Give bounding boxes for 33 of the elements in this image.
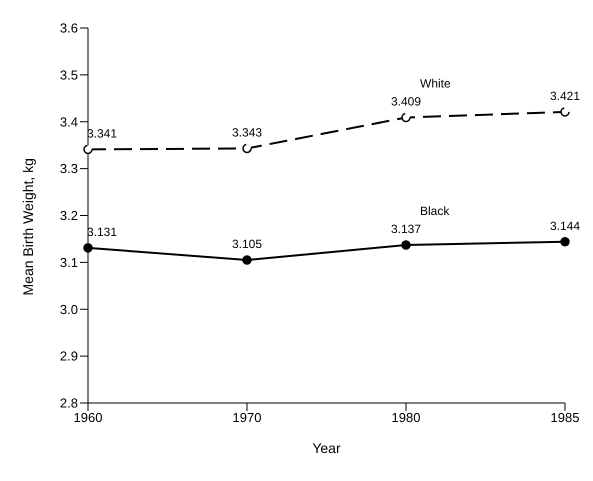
y-tick-label: 3.0 [60,302,78,317]
point [401,112,411,122]
text: White [420,76,451,91]
data-label: 3.131 [86,224,118,239]
x-axis-title: Year [312,440,341,456]
point [83,243,93,253]
point [560,107,570,117]
y-tick-label: 3.3 [60,161,78,176]
y-axis-title: Mean Birth Weight, kg [20,158,36,296]
x-tick-label: 1985 [550,410,580,426]
data-label: 3.343 [232,125,262,140]
data-label: 3.421 [550,88,580,103]
data-label: 3.144 [550,218,580,233]
x-tick-label: 1970 [232,410,262,426]
y-tick-label: 3.6 [60,20,78,36]
x-tick-label: 1980 [392,410,420,426]
y-tick-label: 2.9 [60,348,78,364]
data-label: 3.409 [390,94,422,109]
data-label: 3.341 [86,126,118,140]
y-tick-label: 2.8 [60,396,78,411]
y-tick-label: 3.4 [60,114,78,130]
point [560,237,570,246]
y-tick-label: 3.2 [60,208,78,224]
point [242,144,252,154]
text: Black [420,204,450,218]
point [242,255,252,265]
point [83,144,93,154]
y-tick-label: 3.5 [60,67,78,82]
point [401,240,411,250]
y-tick-label: 3.1 [60,254,78,270]
x-tick-label: 1960 [74,410,102,426]
data-label: 3.137 [390,222,422,236]
data-label: 3.105 [232,237,262,252]
